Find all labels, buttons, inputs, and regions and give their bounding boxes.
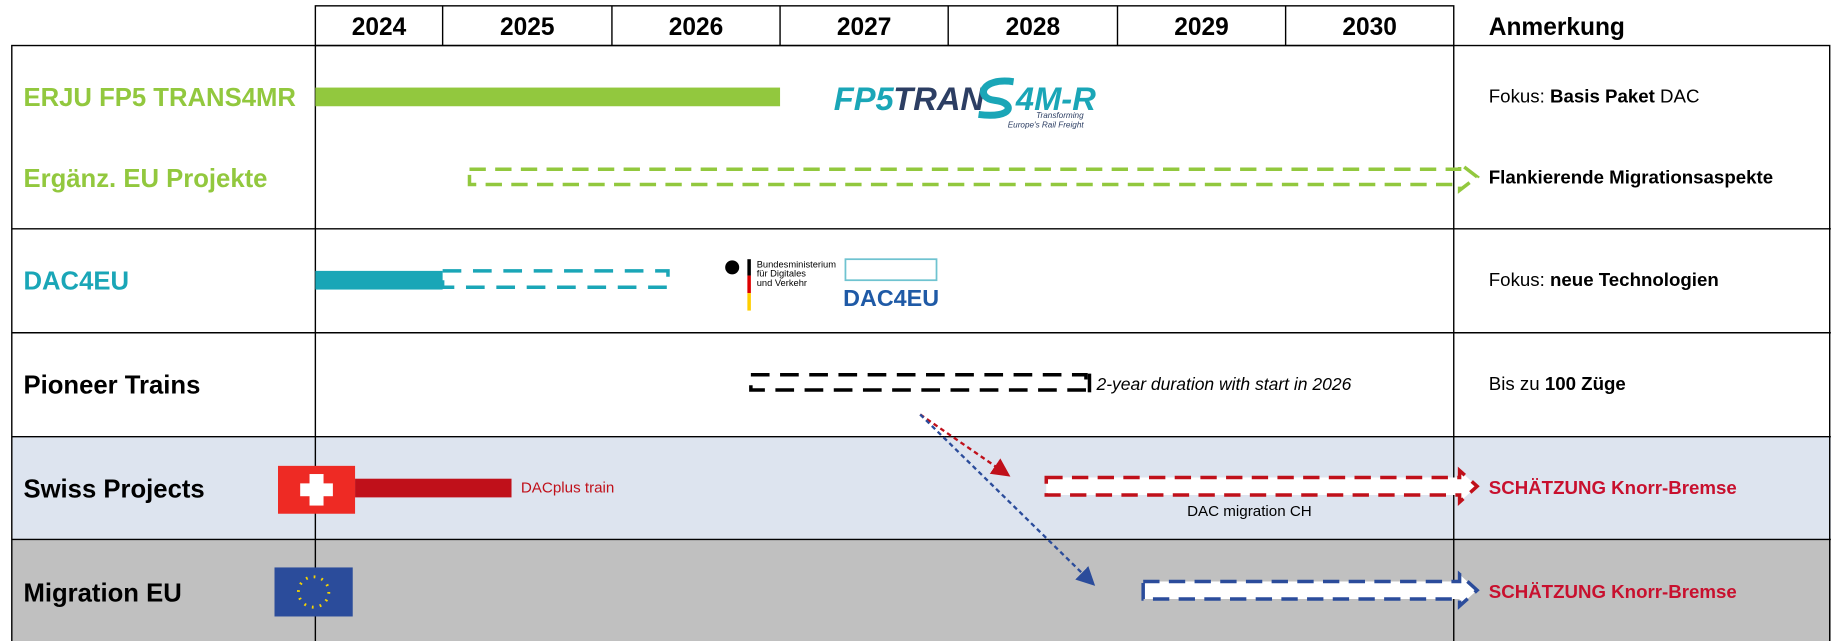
remark: SCHÄTZUNG Knorr-Bremse	[1489, 477, 1737, 498]
dac4eu-logo: DAC4EU	[843, 258, 939, 311]
annotation: DACplus train	[521, 480, 615, 497]
row-label: ERJU FP5 TRANS4MR	[23, 84, 296, 112]
logo-text: Europe's Rail Freight	[1008, 120, 1085, 129]
row-label: Swiss Projects	[23, 475, 204, 503]
dashed-arrow	[1044, 466, 1480, 506]
fp5-logo: FP5 TRAN 4M-R Transforming Europe's Rail…	[834, 77, 1096, 129]
year: 2026	[669, 14, 724, 41]
logo-text: Bundesministerium	[757, 259, 837, 269]
arrow	[919, 413, 1096, 586]
annotation: 2-year duration with start in 2026	[1095, 374, 1351, 394]
row-label: Pioneer Trains	[23, 371, 200, 399]
bar	[355, 478, 512, 498]
remark-part: DAC	[1655, 86, 1700, 107]
stripe	[747, 293, 751, 311]
row-label: Ergänz. EU Projekte	[23, 165, 267, 193]
year: 2029	[1174, 14, 1229, 41]
grid	[11, 5, 1831, 641]
remark: Fokus: neue Technologien	[1489, 269, 1719, 290]
remark-part: SCHÄTZUNG Knorr-Bremse	[1489, 477, 1737, 498]
dashed-arrow	[1141, 570, 1480, 610]
year: 2030	[1342, 14, 1397, 41]
remark: Fokus: Basis Paket DAC	[1489, 86, 1700, 107]
remark: Bis zu 100 Züge	[1489, 373, 1626, 394]
dashed-bar	[749, 373, 1088, 392]
logo-text: 4M-R	[1015, 80, 1096, 117]
flag-cross	[300, 483, 333, 497]
logo-text: für Digitales	[757, 269, 807, 279]
logo-text: DAC4EU	[843, 285, 939, 311]
remark-part: Flankierende Migrationsaspekte	[1489, 166, 1773, 187]
bar	[315, 87, 781, 107]
remark-part: Fokus:	[1489, 86, 1550, 107]
row-label: DAC4EU	[23, 268, 129, 296]
annotation: DAC migration CH	[1187, 503, 1312, 520]
eu-stars	[296, 575, 331, 609]
year: 2025	[500, 14, 555, 41]
stripe	[747, 259, 751, 276]
bar	[315, 270, 443, 290]
logo-text: TRAN	[893, 80, 985, 117]
logo-shape	[978, 77, 1015, 119]
remark-part: neue Technologien	[1550, 269, 1719, 290]
remark: Flankierende Migrationsaspekte	[1489, 166, 1773, 187]
remark-part: 100 Züge	[1545, 373, 1626, 394]
year: 2024	[352, 14, 407, 41]
arrow	[919, 413, 1011, 477]
remark-part: SCHÄTZUNG Knorr-Bremse	[1489, 581, 1737, 602]
remarks-title: Anmerkung	[1489, 14, 1625, 41]
logo-text: Transforming	[1036, 111, 1084, 120]
remark-part: Basis Paket	[1550, 86, 1655, 107]
logo-text: FP5	[834, 80, 895, 117]
remark-part: Fokus:	[1489, 269, 1550, 290]
remark-part: Bis zu	[1489, 373, 1545, 394]
stripe	[747, 275, 751, 294]
dashed-arrow	[467, 159, 1480, 194]
logo-text: und Verkehr	[757, 278, 807, 288]
row-label: Migration EU	[23, 579, 181, 607]
year: 2028	[1006, 14, 1061, 41]
eu-flag	[274, 567, 353, 617]
year: 2027	[837, 14, 892, 41]
bmdv-logo: Bundesministerium für Digitales und Verk…	[725, 259, 837, 311]
eagle	[725, 260, 740, 275]
remark: SCHÄTZUNG Knorr-Bremse	[1489, 581, 1737, 602]
dashed-bar	[440, 269, 670, 289]
train-icon	[844, 258, 938, 282]
